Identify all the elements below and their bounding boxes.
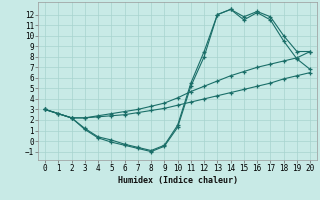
X-axis label: Humidex (Indice chaleur): Humidex (Indice chaleur): [118, 176, 238, 185]
